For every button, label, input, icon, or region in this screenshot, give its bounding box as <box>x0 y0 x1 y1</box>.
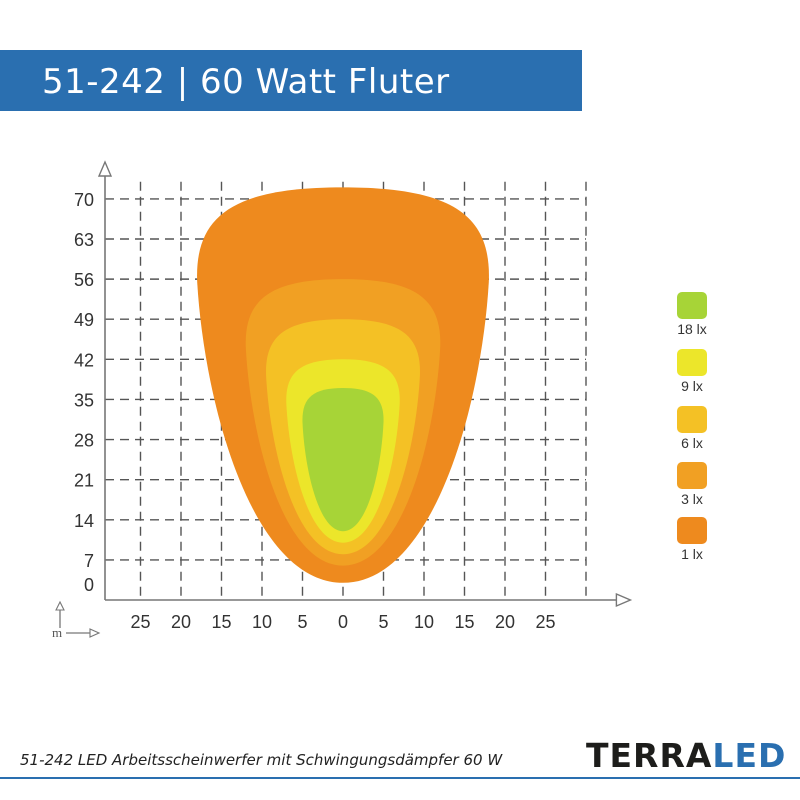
y-axis-arrow <box>97 160 113 177</box>
x-tick-label: 20 <box>495 612 515 632</box>
x-tick-label: 20 <box>171 612 191 632</box>
title-banner: 51-242 | 60 Watt Fluter <box>0 50 582 111</box>
brand-logo: TERRALED <box>586 736 786 775</box>
y-tick-label: 7 <box>84 551 94 571</box>
x-tick-label: 5 <box>297 612 307 632</box>
legend-swatch-6lx <box>677 406 707 433</box>
brand-text-part1: TERRA <box>586 736 713 775</box>
y-tick-label: 0 <box>84 575 94 595</box>
x-tick-label: 25 <box>535 612 555 632</box>
unit-label: m <box>52 625 62 640</box>
x-tick-label: 25 <box>130 612 150 632</box>
footer-divider <box>0 777 800 779</box>
unit-arrowhead-right <box>89 628 101 638</box>
footer-caption: 51-242 LED Arbeitsscheinwerfer mit Schwi… <box>20 751 503 769</box>
y-tick-label: 70 <box>74 190 94 210</box>
y-tick-label: 56 <box>74 270 94 290</box>
x-tick-label: 15 <box>454 612 474 632</box>
legend-label-6lx: 6 lx <box>681 435 703 451</box>
y-tick-label: 28 <box>74 431 94 451</box>
y-tick-label: 49 <box>74 310 94 330</box>
x-tick-label: 10 <box>414 612 434 632</box>
y-tick-label: 14 <box>74 511 94 531</box>
x-axis-arrow <box>615 592 633 608</box>
legend-label-18lx: 18 lx <box>677 321 707 337</box>
legend-label-9lx: 9 lx <box>681 378 703 394</box>
legend-swatch-3lx <box>677 462 707 489</box>
y-tick-label: 21 <box>74 471 94 491</box>
legend-swatch-1lx <box>677 517 707 544</box>
y-tick-label: 35 <box>74 390 94 410</box>
legend-swatch-9lx <box>677 349 707 376</box>
y-tick-label: 63 <box>74 230 94 250</box>
x-tick-label: 0 <box>338 612 348 632</box>
legend-swatch-18lx <box>677 292 707 319</box>
x-tick-label: 15 <box>211 612 231 632</box>
legend-label-1lx: 1 lx <box>681 546 703 562</box>
unit-arrowhead-up <box>55 600 65 611</box>
brand-text-part2: LED <box>712 736 787 775</box>
x-tick-label: 10 <box>252 612 272 632</box>
x-tick-label: 5 <box>378 612 388 632</box>
y-tick-label: 42 <box>74 350 94 370</box>
isolux-contour-18lx <box>302 388 384 532</box>
legend-label-3lx: 3 lx <box>681 491 703 507</box>
page-title: 51-242 | 60 Watt Fluter <box>42 62 450 102</box>
